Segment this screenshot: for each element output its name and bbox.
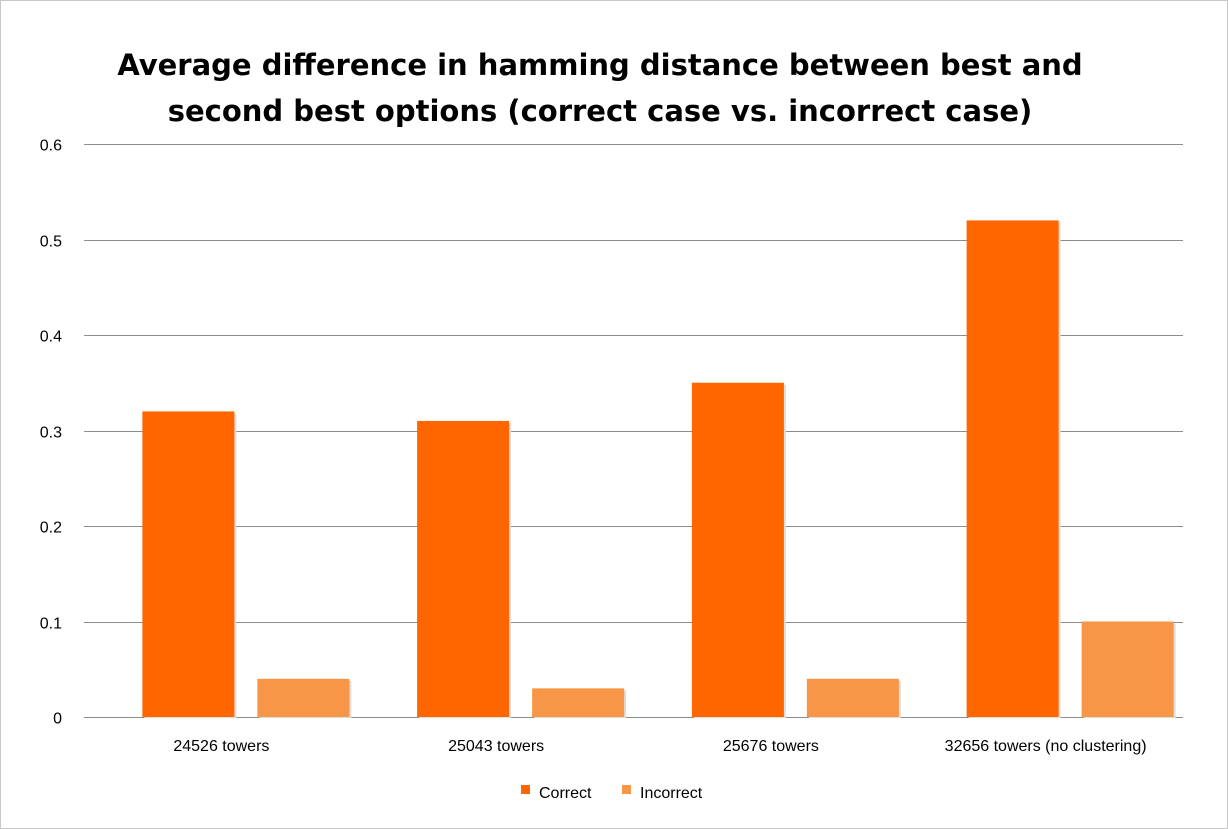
legend-swatch-incorrect [622, 785, 631, 794]
y-tick-label: 0.4 [40, 329, 62, 346]
bar-incorrect-4 [1081, 621, 1174, 717]
y-tick-label: 0.2 [40, 520, 62, 537]
y-tick-label: 0 [53, 711, 62, 728]
y-tick-label: 0.1 [40, 616, 62, 633]
bar-incorrect-3 [806, 678, 899, 717]
chart-title-line-1: Average difference in hamming distance b… [117, 48, 1083, 82]
chart-title: Average difference in hamming distance b… [0, 42, 1200, 134]
bar-correct-1 [142, 411, 235, 717]
bar-correct-2 [417, 420, 510, 717]
bar-incorrect-2 [532, 688, 625, 717]
y-tick-label: 0.3 [40, 425, 62, 442]
legend-label-correct: Correct [539, 785, 592, 802]
x-category-label: 24526 towers [173, 738, 269, 755]
y-tick-label: 0.5 [40, 234, 62, 251]
legend-label-incorrect: Incorrect [640, 785, 703, 802]
bar-correct-4 [966, 220, 1059, 717]
chart-title-line-2: second best options (correct case vs. in… [167, 94, 1033, 128]
legend-swatch-correct [521, 785, 530, 794]
x-category-label: 25676 towers [723, 738, 819, 755]
bar-correct-3 [691, 382, 784, 717]
bar-incorrect-1 [257, 678, 350, 717]
x-category-label: 25043 towers [448, 738, 544, 755]
x-category-label: 32656 towers (no clustering) [945, 738, 1147, 755]
y-tick-label: 0.6 [40, 138, 62, 155]
